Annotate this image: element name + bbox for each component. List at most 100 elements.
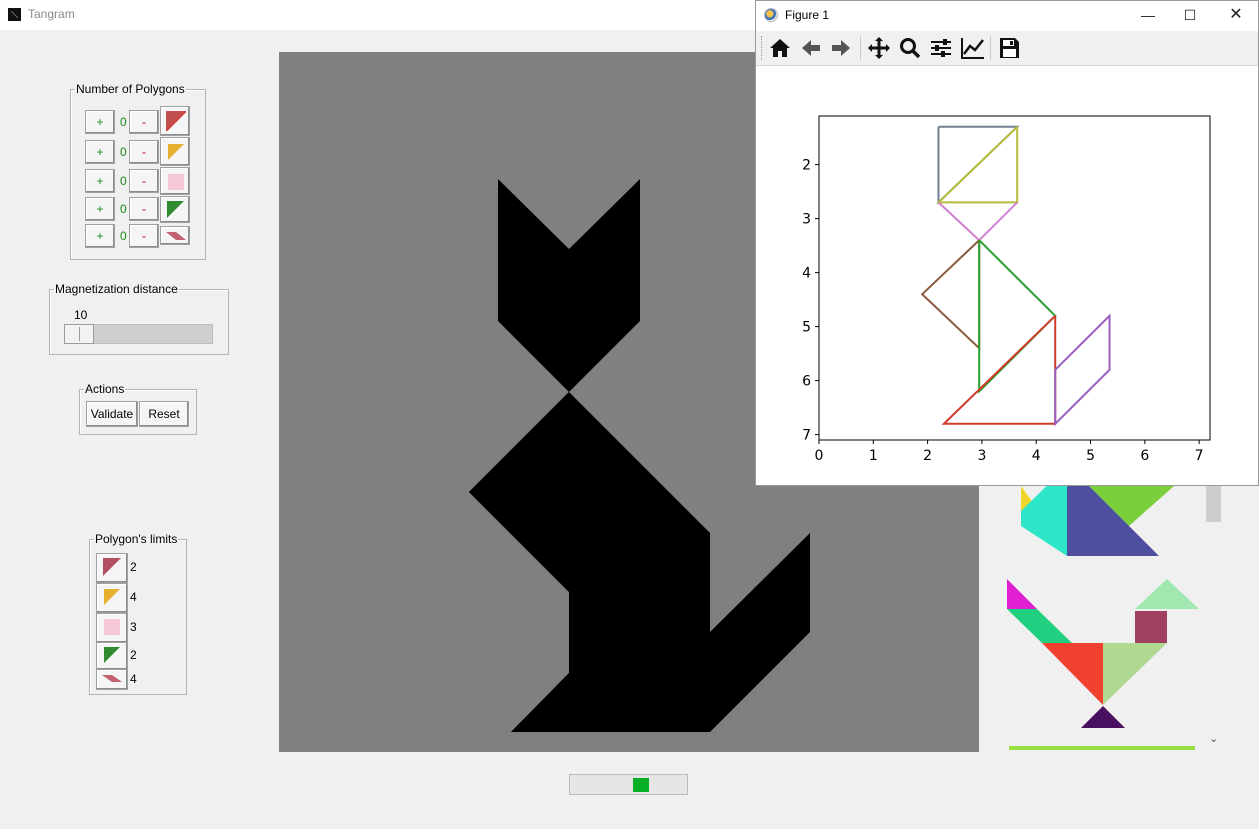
x-tick-label: 5 [1086, 448, 1095, 464]
square-count: 0 [120, 174, 127, 188]
actions-group: Actions [79, 382, 197, 435]
small-triangle-count: 0 [120, 202, 127, 216]
pan-button[interactable] [865, 34, 893, 62]
home-button[interactable] [766, 34, 794, 62]
toolbar-grip [761, 36, 764, 60]
large-triangle-count: 0 [120, 115, 127, 129]
cat-head [498, 179, 640, 392]
zoom-button[interactable] [896, 34, 924, 62]
pan-icon [868, 37, 890, 59]
square-select-button[interactable] [160, 167, 190, 195]
gallery-scrollbar-thumb[interactable] [1206, 486, 1221, 522]
axes-frame [818, 115, 1211, 441]
add-large-triangle-button[interactable]: + [85, 110, 115, 134]
small-triangle-select-button[interactable] [160, 196, 190, 223]
remove-square-button[interactable]: - [129, 169, 159, 193]
gallery-scrollbar[interactable]: ⌄ [1205, 486, 1222, 751]
series-line-6 [1054, 313, 1111, 427]
limit-parallelogram-swatch [96, 669, 128, 690]
gallery-shapes [1007, 486, 1199, 750]
remove-small-triangle-button[interactable]: - [129, 197, 159, 221]
large-triangle-select-button[interactable] [160, 106, 190, 136]
add-square-button[interactable]: + [85, 169, 115, 193]
figure-window[interactable]: Figure 1 — ☐ ✕ [755, 0, 1259, 486]
target-silhouette [469, 179, 810, 732]
close-icon[interactable]: ✕ [1229, 6, 1243, 23]
forward-button[interactable] [827, 34, 855, 62]
limit-medium-triangle-value: 4 [130, 590, 137, 604]
limit-small-triangle-value: 2 [130, 648, 137, 662]
series-line-1 [935, 126, 1019, 204]
y-tick-label: 2 [802, 158, 811, 174]
plot-area[interactable]: 0 1 2 3 4 5 6 7 2 3 4 5 6 7 [756, 65, 1258, 485]
remove-medium-triangle-button[interactable]: - [129, 140, 159, 164]
maximize-icon[interactable]: ☐ [1183, 7, 1197, 23]
matplotlib-logo-icon [764, 8, 778, 22]
magnetization-legend: Magnetization distance [55, 282, 178, 296]
cat-base [511, 673, 710, 732]
gallery-piece [1135, 579, 1199, 609]
progress-bar [569, 774, 688, 795]
y-tick-label: 5 [802, 320, 811, 336]
toolbar-separator [860, 36, 861, 60]
x-tick-label: 1 [869, 448, 878, 464]
x-tick-label: 3 [977, 448, 986, 464]
y-tick-label: 7 [802, 428, 811, 444]
y-tick-label: 4 [802, 266, 811, 282]
small-triangle-icon [104, 647, 120, 663]
limit-large-triangle-value: 2 [130, 560, 137, 574]
minimize-icon[interactable]: — [1141, 7, 1155, 23]
save-button[interactable] [995, 34, 1023, 62]
gallery-piece [1135, 611, 1167, 643]
gallery-piece [1007, 579, 1037, 609]
magnetization-value: 10 [74, 308, 88, 322]
progress-indicator [633, 778, 649, 792]
back-icon [802, 40, 820, 56]
validate-button[interactable]: Validate [86, 401, 138, 427]
gallery-piece [1009, 746, 1195, 750]
limit-large-triangle-swatch [96, 553, 128, 583]
tangram-app-icon [8, 8, 21, 21]
back-button[interactable] [797, 34, 825, 62]
magnetization-group: Magnetization distance [49, 282, 229, 355]
gallery-piece [1007, 609, 1072, 643]
gallery-piece [1081, 706, 1125, 728]
toolbar-separator [990, 36, 991, 60]
medium-triangle-icon [168, 144, 184, 160]
x-tick-label: 4 [1032, 448, 1041, 464]
example-gallery[interactable] [979, 486, 1205, 751]
parallelogram-count: 0 [120, 229, 127, 243]
limit-square-value: 3 [130, 620, 137, 634]
home-icon [770, 39, 790, 57]
limit-medium-triangle-swatch [96, 583, 128, 613]
gallery-piece [1089, 486, 1174, 526]
number-of-polygons-group: Number of Polygons [70, 82, 206, 260]
figure-toolbar [756, 31, 1258, 66]
actions-legend: Actions [85, 382, 125, 396]
x-tick-label: 7 [1195, 448, 1204, 464]
edit-axis-button[interactable] [958, 34, 986, 62]
add-small-triangle-button[interactable]: + [85, 197, 115, 221]
x-axis: 0 1 2 3 4 5 6 7 [815, 440, 1204, 464]
y-tick-label: 6 [802, 374, 811, 390]
figure-title: Figure 1 [785, 8, 830, 22]
configure-subplots-button[interactable] [927, 34, 955, 62]
add-medium-triangle-button[interactable]: + [85, 140, 115, 164]
square-icon [104, 619, 120, 635]
reset-button[interactable]: Reset [139, 401, 189, 427]
parallelogram-icon [102, 675, 122, 682]
limit-small-triangle-swatch [96, 642, 128, 670]
medium-triangle-select-button[interactable] [160, 137, 190, 166]
zoom-icon [900, 38, 921, 59]
y-tick-label: 3 [802, 212, 811, 228]
magnetization-slider-thumb[interactable] [64, 324, 94, 344]
figure-title-bar[interactable]: Figure 1 — ☐ ✕ [756, 1, 1258, 30]
parallelogram-select-button[interactable] [160, 226, 190, 245]
scroll-down-arrow-icon[interactable]: ⌄ [1209, 733, 1219, 745]
x-tick-label: 0 [815, 448, 824, 464]
polygon-limits-legend: Polygon's limits [95, 532, 178, 546]
add-parallelogram-button[interactable]: + [85, 224, 115, 248]
remove-large-triangle-button[interactable]: - [129, 110, 159, 134]
cat-body [469, 392, 710, 732]
remove-parallelogram-button[interactable]: - [129, 224, 159, 248]
